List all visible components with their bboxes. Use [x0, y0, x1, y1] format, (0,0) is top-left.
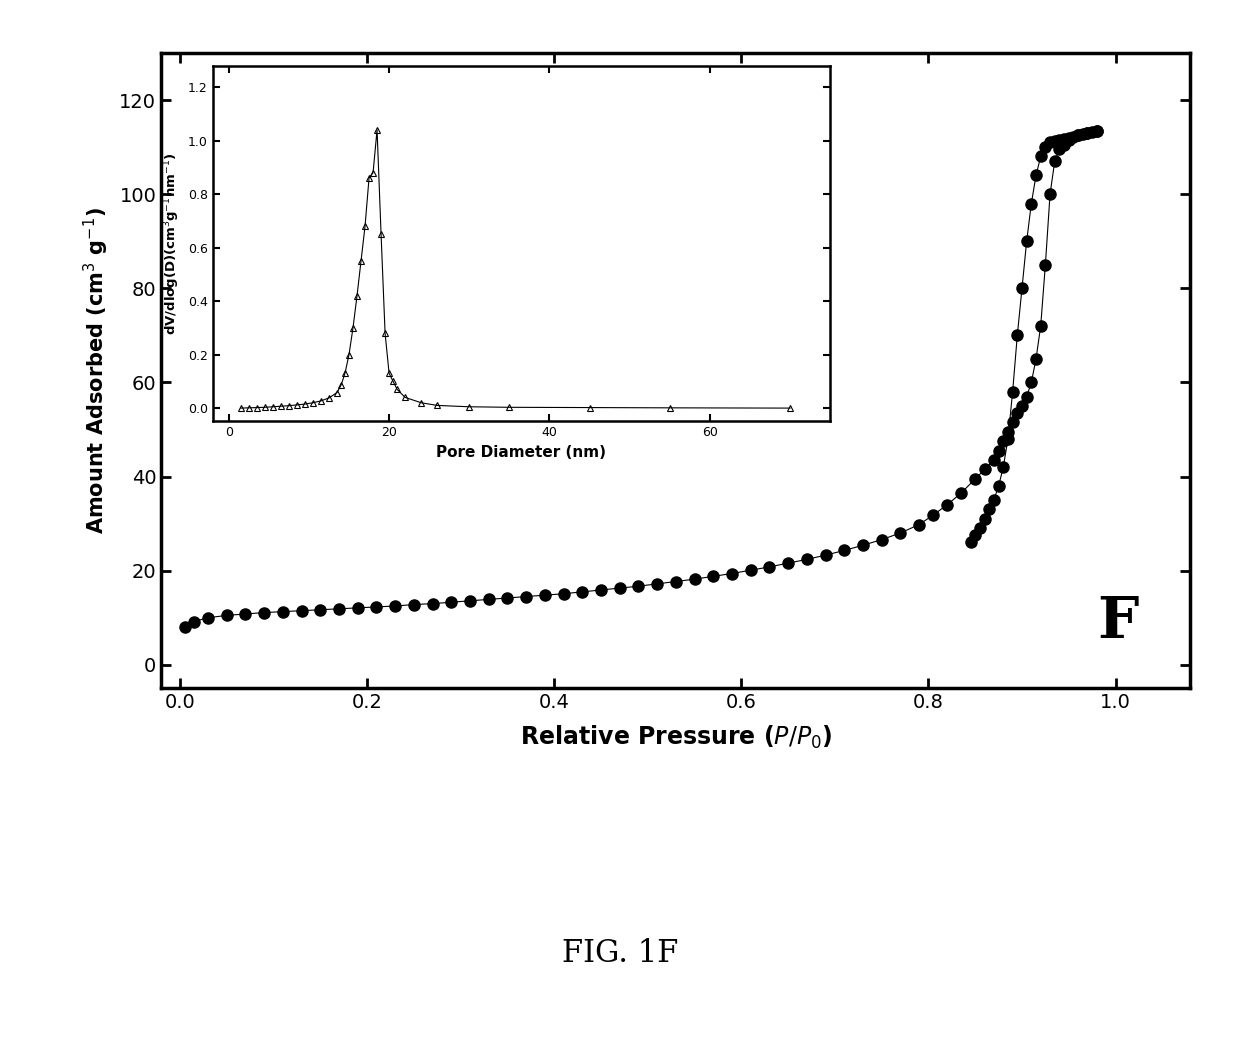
Text: FIG. 1F: FIG. 1F: [562, 937, 678, 969]
X-axis label: Relative Pressure ($\mathit{P/P_0}$): Relative Pressure ($\mathit{P/P_0}$): [520, 723, 832, 751]
Text: F: F: [1097, 594, 1138, 650]
Y-axis label: Amount Adsorbed (cm$^3$ g$^{-1}$): Amount Adsorbed (cm$^3$ g$^{-1}$): [82, 208, 112, 534]
